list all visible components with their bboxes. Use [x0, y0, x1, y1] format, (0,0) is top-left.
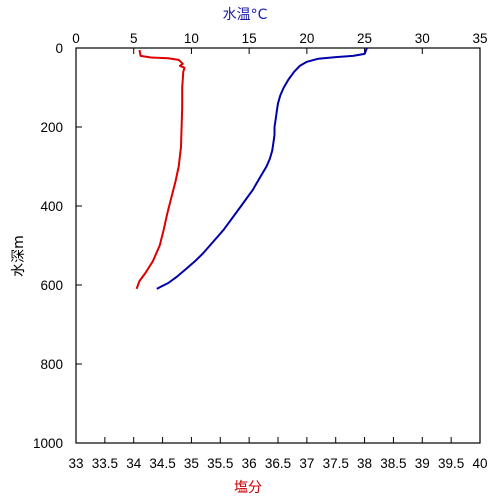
bottom-tick-label: 33.5	[92, 456, 118, 471]
left-tick-label: 0	[55, 41, 63, 56]
top-axis-ticks: 0 5 10 15 20 25 30 35	[72, 31, 488, 54]
bottom-tick-label: 38.5	[380, 456, 406, 471]
left-tick-label: 800	[40, 357, 63, 372]
top-tick-label: 30	[415, 31, 430, 46]
y-axis-title: 水深m	[11, 235, 27, 277]
bottom-tick-label: 33	[68, 456, 83, 471]
top-tick-label: 20	[299, 31, 314, 46]
left-tick-label: 600	[40, 278, 63, 293]
top-tick-label: 35	[472, 31, 487, 46]
bottom-axis-title: 塩分	[234, 480, 262, 496]
left-tick-label: 200	[40, 120, 63, 135]
bottom-tick-label: 34.5	[149, 456, 175, 471]
bottom-tick-label: 38	[357, 456, 372, 471]
salinity-line	[135, 49, 186, 290]
series-layer	[135, 47, 368, 290]
bottom-tick-label: 39.5	[438, 456, 464, 471]
left-tick-label: 1000	[33, 436, 63, 451]
temperature-line	[156, 47, 368, 290]
top-tick-label: 25	[357, 31, 372, 46]
bottom-tick-label: 40	[472, 456, 487, 471]
top-axis-title: 水温°C	[223, 7, 268, 23]
bottom-axis-ticks: 33 33.5 34 34.5 35 35.5 36 36.5 37 37.5 38 38.5 39 39…	[68, 437, 488, 471]
bottom-tick-label: 37.5	[323, 456, 349, 471]
bottom-tick-label: 35.5	[207, 456, 233, 471]
bottom-tick-label: 36	[242, 456, 257, 471]
bottom-tick-label: 35	[184, 456, 199, 471]
bottom-tick-label: 37	[299, 456, 314, 471]
bottom-tick-label: 39	[415, 456, 430, 471]
top-tick-label: 5	[130, 31, 138, 46]
top-tick-label: 15	[242, 31, 257, 46]
bottom-tick-label: 34	[126, 456, 142, 471]
top-tick-label: 10	[184, 31, 199, 46]
left-axis-ticks: 0 200 400 600 800 1000	[33, 41, 82, 451]
bottom-tick-label: 36.5	[265, 456, 291, 471]
left-tick-label: 400	[40, 199, 63, 214]
top-tick-label: 0	[72, 31, 80, 46]
